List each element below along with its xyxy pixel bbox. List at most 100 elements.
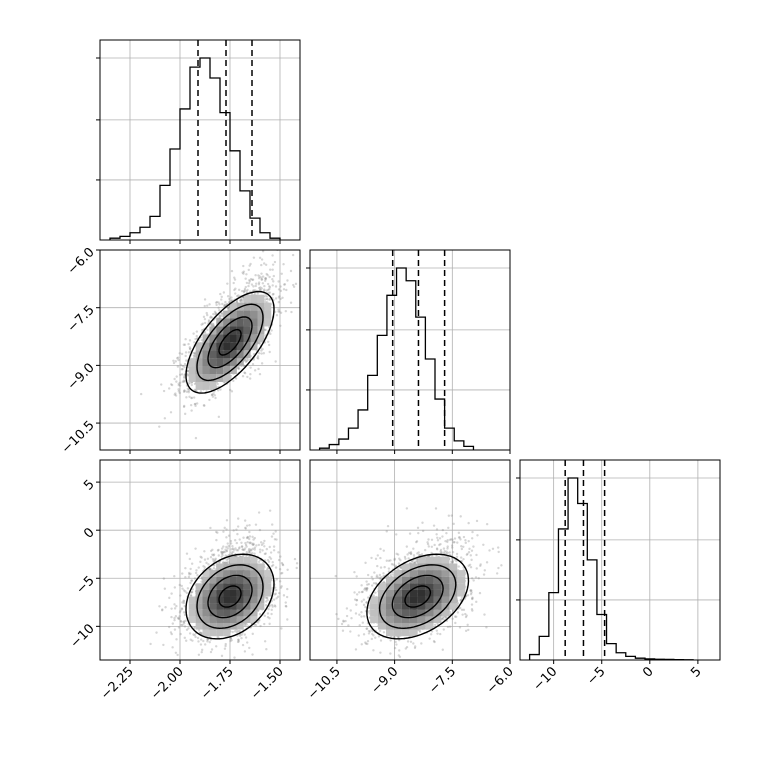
scatter-point (195, 402, 199, 405)
density-cell (264, 589, 272, 597)
scatter-point (184, 351, 188, 354)
scatter-point (176, 365, 180, 368)
scatter-point (244, 636, 248, 639)
density-cell (264, 310, 272, 319)
scatter-point (206, 638, 209, 641)
scatter-point (183, 604, 186, 608)
density-cell (223, 596, 230, 604)
scatter-point (376, 564, 379, 568)
scatter-point (265, 596, 268, 600)
density-cell (202, 596, 210, 604)
scatter-point (224, 644, 227, 648)
scatter-point (284, 309, 288, 313)
density-cell (202, 570, 210, 577)
density-cell (243, 556, 251, 564)
density-cell (195, 622, 203, 630)
scatter-point (239, 299, 243, 302)
scatter-point (271, 278, 274, 281)
scatter-point (182, 380, 185, 383)
density-cell (216, 334, 224, 343)
scatter-point (170, 383, 173, 386)
scatter-point (192, 633, 195, 636)
scatter-point (174, 651, 178, 654)
scatter-point (271, 605, 274, 608)
scatter-point (179, 609, 182, 613)
density-cell (216, 576, 224, 584)
scatter-point (286, 568, 289, 571)
scatter-point (243, 287, 247, 291)
scatter-point (217, 415, 221, 419)
density-cell (230, 570, 237, 577)
scatter-point (203, 404, 206, 407)
scatter-point (238, 546, 241, 549)
scatter-point (190, 409, 193, 412)
scatter-point (183, 404, 186, 408)
scatter-point (229, 376, 232, 380)
scatter-point (274, 285, 278, 288)
scatter-point (208, 640, 211, 644)
scatter-point (225, 536, 228, 539)
scatter-point (268, 509, 272, 512)
scatter-point (275, 588, 278, 592)
scatter-point (188, 573, 191, 576)
density-cell (209, 570, 217, 577)
panel-2-1: −10.5 −9.0 −7.5 −6.0 (305, 459, 517, 703)
x-tick-label: −2.25 (98, 664, 137, 703)
scatter-point (260, 352, 263, 355)
scatter-point (187, 390, 190, 394)
scatter-point (248, 551, 251, 554)
density-cell (216, 583, 224, 590)
contour-0 (218, 585, 242, 608)
density-cell (223, 326, 230, 335)
scatter-point (158, 605, 161, 608)
scatter-point (175, 375, 178, 378)
scatter-point (181, 587, 184, 590)
scatter-point (204, 643, 207, 646)
scatter-point (210, 393, 214, 397)
scatter-point (229, 374, 233, 378)
scatter-point (200, 323, 203, 326)
scatter-point (220, 654, 224, 658)
density-cell (202, 381, 210, 390)
scatter-point (193, 402, 197, 406)
scatter-point (257, 543, 261, 547)
scatter-point (194, 547, 197, 550)
density-cell (243, 603, 251, 610)
axes-frame (99, 459, 301, 661)
scatter-point (260, 278, 264, 281)
scatter-point (206, 640, 209, 643)
scatter-point (179, 632, 182, 636)
scatter-point (169, 631, 173, 634)
scatter-point (263, 284, 266, 288)
scatter-point (292, 285, 296, 288)
scatter-point (186, 370, 190, 373)
contour-2 (196, 303, 264, 382)
scatter-point (220, 547, 224, 550)
scatter-point (199, 390, 203, 393)
density-cell (216, 622, 224, 630)
scatter-point (188, 395, 191, 398)
density-cell (236, 596, 244, 604)
scatter-point (190, 396, 194, 400)
scatter-point (183, 412, 187, 416)
scatter-point (270, 612, 273, 616)
scatter-point (269, 557, 273, 560)
scatter-point (441, 528, 445, 532)
scatter-point (213, 394, 217, 397)
scatter-point (176, 653, 179, 657)
density-cell (236, 563, 244, 571)
scatter-point (177, 358, 180, 362)
scatter-point (229, 539, 233, 543)
scatter-point (470, 549, 474, 552)
scatter-point (264, 277, 267, 280)
scatter-point (266, 298, 269, 301)
scatter-point (182, 405, 186, 409)
scatter-point (278, 591, 281, 595)
scatter-point (188, 381, 191, 385)
scatter-point (280, 272, 283, 276)
scatter-point (177, 617, 180, 621)
scatter-point (366, 639, 370, 643)
density-cell (236, 603, 244, 610)
scatter-point (183, 373, 186, 377)
scatter-point (266, 596, 269, 600)
